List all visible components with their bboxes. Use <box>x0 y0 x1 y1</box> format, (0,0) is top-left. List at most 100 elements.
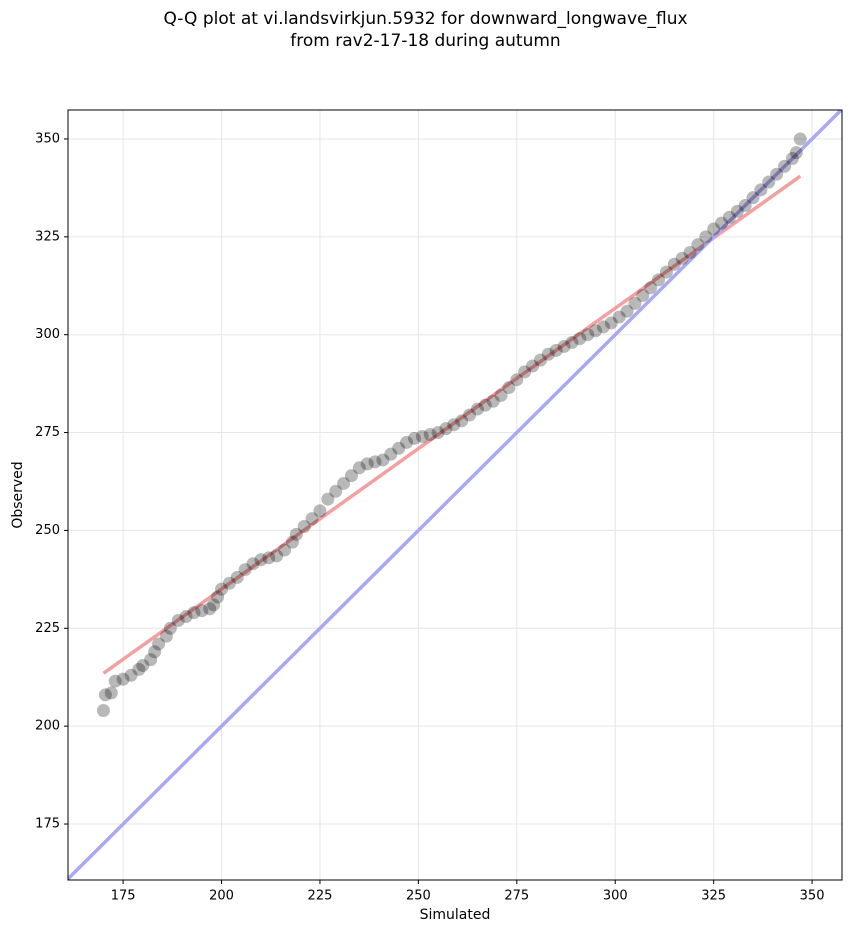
y-axis-label: Observed <box>10 461 26 528</box>
point <box>289 527 303 541</box>
point <box>785 152 799 166</box>
point <box>329 484 343 498</box>
point <box>400 435 414 449</box>
point <box>297 520 311 534</box>
point <box>549 343 563 357</box>
point <box>762 175 776 189</box>
point <box>262 551 276 565</box>
point <box>222 576 236 590</box>
point <box>518 365 532 379</box>
y-tick-label: 175 <box>35 817 60 832</box>
point <box>455 414 469 428</box>
reference-line <box>102 174 802 675</box>
point <box>510 373 524 387</box>
point <box>667 257 681 271</box>
x-tick-label: 300 <box>603 889 628 904</box>
point <box>620 304 634 318</box>
point <box>384 447 398 461</box>
point <box>337 476 351 490</box>
point <box>683 245 697 259</box>
point <box>502 381 516 395</box>
point <box>254 553 268 567</box>
y-tick-label: 300 <box>35 327 60 342</box>
point <box>179 610 193 624</box>
point <box>533 353 547 367</box>
point <box>746 191 760 205</box>
point <box>211 590 225 604</box>
reference-line <box>68 110 842 880</box>
point <box>238 563 252 577</box>
point <box>360 457 374 471</box>
point <box>230 570 244 584</box>
point <box>541 347 555 361</box>
point <box>526 359 540 373</box>
point <box>730 204 744 218</box>
point <box>171 613 185 627</box>
point <box>392 441 406 455</box>
point <box>463 408 477 422</box>
point <box>423 428 437 442</box>
point <box>581 328 595 342</box>
point <box>344 469 358 483</box>
point <box>691 238 705 252</box>
point <box>246 557 260 571</box>
point <box>313 504 327 518</box>
point <box>573 332 587 346</box>
point <box>604 316 618 330</box>
point <box>152 637 166 651</box>
point <box>636 289 650 303</box>
point <box>215 582 229 596</box>
point <box>278 543 292 557</box>
x-axis-label: Simulated <box>420 907 491 923</box>
point <box>305 512 319 526</box>
x-tick-label: 200 <box>209 889 234 904</box>
point <box>144 653 158 667</box>
point <box>207 598 221 612</box>
point <box>376 453 390 467</box>
point <box>478 398 492 412</box>
point <box>628 296 642 310</box>
point <box>470 402 484 416</box>
point <box>352 461 366 475</box>
point <box>675 251 689 265</box>
point <box>778 159 792 173</box>
point <box>659 265 673 279</box>
point <box>124 668 138 682</box>
point <box>96 703 110 717</box>
point <box>754 183 768 197</box>
y-tick-label: 225 <box>35 621 60 636</box>
plot-frame <box>67 109 843 881</box>
point <box>415 429 429 443</box>
point <box>596 320 610 334</box>
point <box>108 674 122 688</box>
point <box>565 336 579 350</box>
point <box>195 604 209 618</box>
point <box>447 418 461 432</box>
point <box>163 621 177 635</box>
point <box>770 167 784 181</box>
x-tick-label: 325 <box>701 889 726 904</box>
point <box>203 602 217 616</box>
point <box>136 658 150 672</box>
x-tick-label: 175 <box>111 889 136 904</box>
point <box>116 672 130 686</box>
y-tick-label: 200 <box>35 719 60 734</box>
point <box>652 273 666 287</box>
point <box>132 662 146 676</box>
x-tick-label: 275 <box>504 889 529 904</box>
y-tick-label: 250 <box>35 523 60 538</box>
point <box>644 281 658 295</box>
chart-title: Q-Q plot at vi.landsvirkjun.5932 for dow… <box>163 9 688 51</box>
x-tick-label: 350 <box>800 889 825 904</box>
point <box>789 146 803 160</box>
point <box>368 455 382 469</box>
point <box>793 132 807 146</box>
point <box>431 426 445 440</box>
point <box>187 606 201 620</box>
point <box>407 431 421 445</box>
x-tick-label: 225 <box>308 889 333 904</box>
y-tick-label: 325 <box>35 229 60 244</box>
y-tick-label: 350 <box>35 131 60 146</box>
point <box>715 216 729 230</box>
